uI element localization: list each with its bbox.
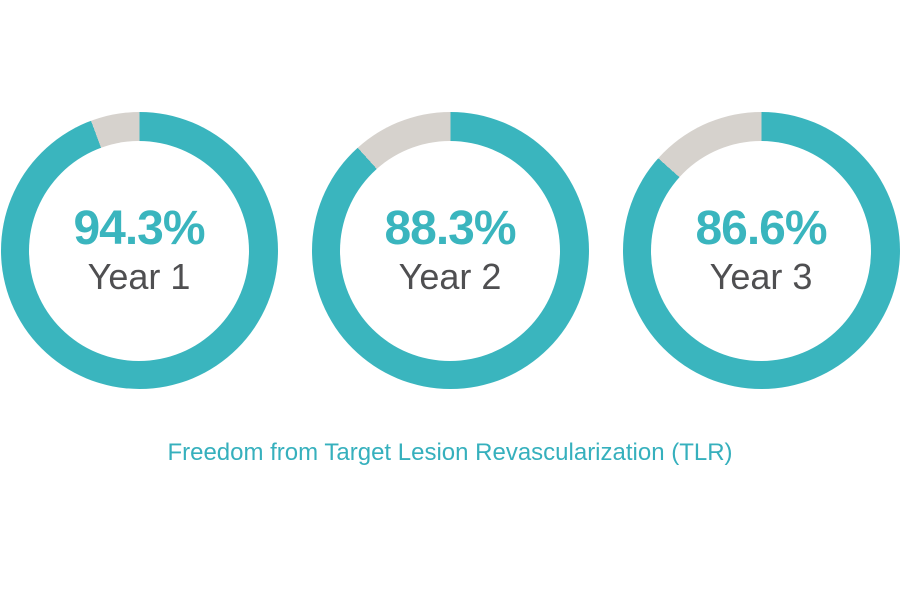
- donut-category-label: Year 3: [709, 256, 813, 297]
- donut-hole: 88.3% Year 2: [340, 140, 560, 361]
- donut-chart-year-2: 88.3% Year 2: [311, 112, 589, 389]
- donut-value-label: 86.6%: [695, 201, 827, 255]
- donut-chart-year-3: 86.6% Year 3: [622, 112, 900, 389]
- donut-category-label: Year 2: [398, 256, 502, 297]
- donut-ring-year-2: 88.3% Year 2: [311, 112, 589, 389]
- donut-ring-year-1: 94.3% Year 1: [0, 112, 278, 389]
- chart-title: Freedom from Target Lesion Revasculariza…: [167, 439, 733, 466]
- donut-hole: 86.6% Year 3: [651, 140, 871, 361]
- donut-ring-year-3: 86.6% Year 3: [622, 112, 900, 389]
- donut-category-label: Year 1: [87, 256, 191, 297]
- donut-charts-row: 94.3% Year 1 88.3% Year 2 86.6% Year 3: [0, 112, 900, 389]
- donut-chart-year-1: 94.3% Year 1: [0, 112, 278, 389]
- donut-value-label: 88.3%: [384, 201, 516, 255]
- donut-value-label: 94.3%: [73, 201, 205, 255]
- donut-hole: 94.3% Year 1: [29, 140, 249, 361]
